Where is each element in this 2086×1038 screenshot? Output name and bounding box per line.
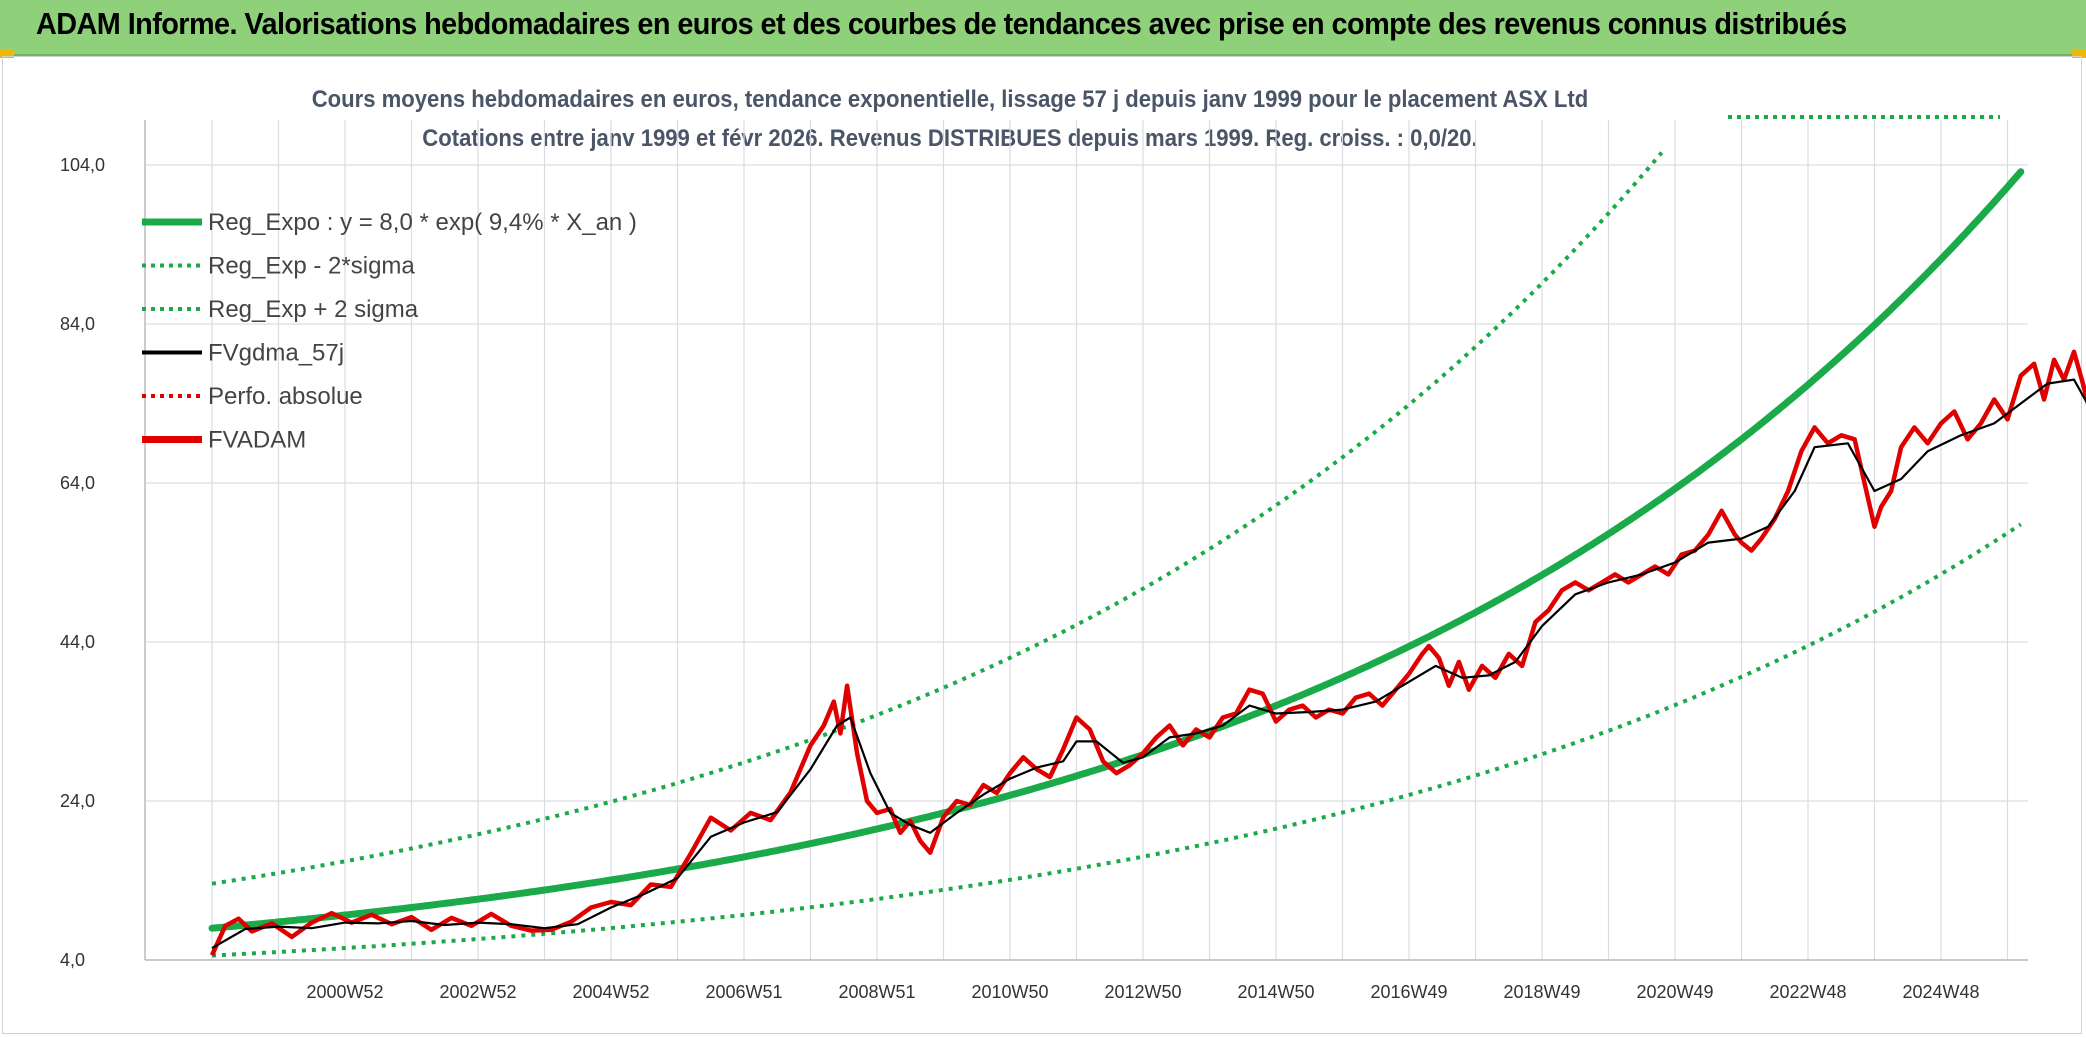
chart-frame	[2, 56, 2082, 1034]
y-tick-label: 64,0	[60, 473, 95, 493]
chart-title: Cours moyens hebdomadaires en euros, ten…	[311, 86, 1589, 113]
legend-label-gdma: FVgdma_57j	[208, 340, 344, 367]
y-tick-label: 44,0	[60, 632, 95, 652]
x-tick-label: 2004W52	[572, 982, 649, 1002]
y-tick-label: 4,0	[60, 950, 85, 970]
x-tick-label: 2024W48	[1902, 982, 1979, 1002]
x-tick-label: 2014W50	[1237, 982, 1314, 1002]
legend-label-reg_minus: Reg_Exp - 2*sigma	[208, 253, 415, 280]
chart-subtitle: Cotations entre janv 1999 et févr 2026. …	[422, 125, 1478, 152]
report-title: ADAM Informe. Valorisations hebdomadaire…	[36, 6, 1847, 41]
reg-plus-2sigma-line	[211, 151, 1664, 886]
x-tick-label: 2018W49	[1503, 982, 1580, 1002]
corner-marker-left	[0, 50, 14, 58]
report-header	[0, 0, 2086, 56]
y-tick-label: 84,0	[60, 314, 95, 334]
reg-expo-line	[208, 168, 2025, 932]
y-tick-label: 24,0	[60, 791, 95, 811]
x-tick-label: 2000W52	[306, 982, 383, 1002]
legend-label-reg_expo: Reg_Expo : y = 8,0 * exp( 9,4% * X_an )	[208, 209, 637, 236]
x-tick-label: 2010W50	[971, 982, 1048, 1002]
x-tick-label: 2008W51	[838, 982, 915, 1002]
legend-label-reg_plus: Reg_Exp + 2 sigma	[208, 296, 419, 323]
fvadam-line	[209, 349, 2086, 957]
legend-label-perfo: Perfo. absolue	[208, 383, 363, 410]
y-tick-label: 104,0	[60, 155, 105, 175]
legend-label-fvadam: FVADAM	[208, 427, 306, 454]
x-tick-label: 2002W52	[439, 982, 516, 1002]
fvgdma-57j-line	[211, 378, 2086, 950]
x-tick-label: 2012W50	[1104, 982, 1181, 1002]
corner-marker-right	[2072, 50, 2086, 58]
reg-minus-2sigma-line	[211, 522, 2022, 958]
x-tick-label: 2006W51	[705, 982, 782, 1002]
x-tick-label: 2016W49	[1370, 982, 1447, 1002]
x-tick-label: 2022W48	[1769, 982, 1846, 1002]
x-tick-label: 2020W49	[1636, 982, 1713, 1002]
